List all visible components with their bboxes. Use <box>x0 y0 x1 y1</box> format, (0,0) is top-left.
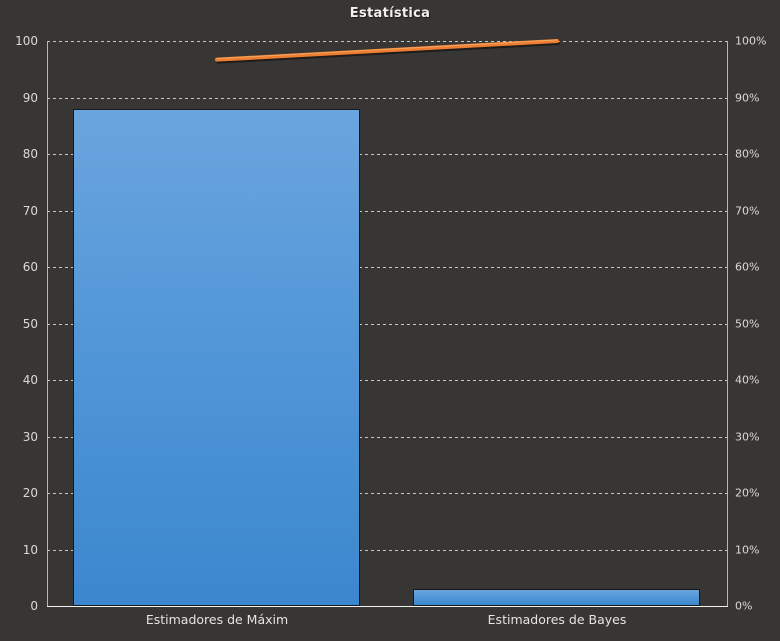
gridline <box>47 267 728 268</box>
gridline <box>47 324 728 325</box>
y-axis-right-tick-label: 70% <box>735 204 760 217</box>
gridline <box>47 380 728 381</box>
y-axis-left-tick-label: 30 <box>22 429 38 444</box>
y-axis-right-tick-label: 100% <box>735 34 767 48</box>
gridline <box>47 550 728 551</box>
y-axis-left-tick-label: 50 <box>22 316 38 331</box>
gridline <box>47 211 728 212</box>
y-axis-right-tick-label: 10% <box>735 543 760 556</box>
gridline <box>47 154 728 155</box>
y-axis-left-tick-label: 10 <box>22 542 38 557</box>
y-axis-right-tick-label: 40% <box>735 373 760 387</box>
y-axis-right-line <box>727 41 728 607</box>
gridline <box>47 437 728 438</box>
x-axis-category-label: Estimadores de Bayes <box>487 612 627 627</box>
y-axis-left-tick-label: 80 <box>22 147 38 161</box>
y-axis-left-tick-label: 90 <box>22 90 38 105</box>
line-series-shadow <box>216 41 560 64</box>
chart-title: Estatística <box>349 6 431 21</box>
gridline <box>47 41 728 42</box>
y-axis-left-tick-label: 20 <box>22 486 38 500</box>
y-axis-right-tick-label: 90% <box>735 91 760 104</box>
y-axis-right-tick-label: 80% <box>735 147 760 161</box>
gridline <box>47 98 728 99</box>
y-axis-left-line <box>47 41 48 607</box>
x-axis-category-label: Estimadores de Máxim <box>145 612 289 627</box>
y-axis-left-tick-label: 100 <box>15 34 38 48</box>
y-axis-right-tick-label: 0% <box>735 599 753 613</box>
y-axis-right-tick-label: 50% <box>735 317 760 330</box>
y-axis-right-tick-label: 30% <box>735 430 760 443</box>
y-axis-right-tick-label: 20% <box>735 486 760 500</box>
line-series-path <box>215 39 559 62</box>
y-axis-left-tick-label: 70 <box>22 203 38 218</box>
y-axis-left-tick-label: 0 <box>30 599 38 613</box>
y-axis-left-tick-label: 60 <box>22 260 38 274</box>
bar <box>413 589 700 606</box>
x-axis-baseline <box>47 606 728 607</box>
line-series-highlight <box>216 39 558 60</box>
y-axis-right-tick-label: 60% <box>735 260 760 274</box>
y-axis-left-tick-label: 40 <box>22 373 38 387</box>
gridline <box>47 493 728 494</box>
bar <box>73 109 360 606</box>
